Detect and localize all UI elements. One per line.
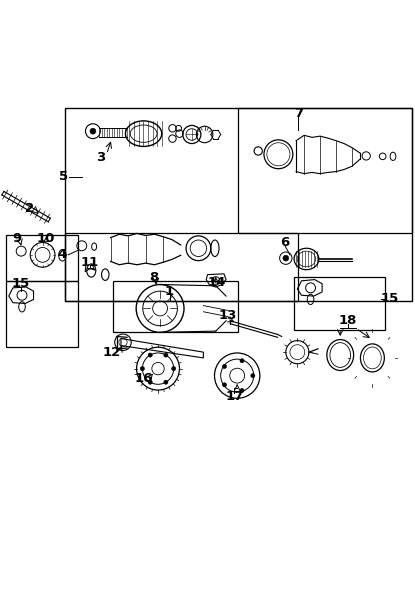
Text: 13: 13: [218, 310, 237, 322]
Text: 2: 2: [25, 202, 34, 215]
Bar: [5, 236, 78, 281]
Bar: [294, 277, 385, 330]
Text: 15: 15: [12, 277, 30, 290]
Text: 9: 9: [12, 232, 22, 245]
Text: 15: 15: [381, 292, 399, 305]
Circle shape: [148, 380, 152, 384]
Text: 18: 18: [339, 314, 357, 327]
Text: 8: 8: [149, 271, 159, 285]
Text: 1: 1: [165, 285, 174, 299]
Circle shape: [164, 353, 168, 357]
Text: 6: 6: [281, 236, 290, 249]
Circle shape: [251, 373, 255, 378]
Circle shape: [172, 367, 176, 371]
Text: 10: 10: [37, 232, 55, 245]
Bar: [113, 281, 238, 333]
Circle shape: [140, 367, 144, 371]
Circle shape: [283, 256, 289, 261]
Circle shape: [148, 353, 152, 357]
Text: 16: 16: [134, 372, 153, 385]
Circle shape: [90, 128, 96, 134]
Text: 5: 5: [59, 170, 68, 183]
Text: 14: 14: [208, 276, 226, 290]
Bar: [5, 281, 78, 347]
Text: 17: 17: [225, 390, 244, 403]
Circle shape: [222, 383, 227, 387]
Text: 7: 7: [294, 107, 303, 120]
Text: 3: 3: [97, 151, 106, 164]
Circle shape: [240, 388, 244, 393]
Circle shape: [164, 380, 168, 384]
Text: 12: 12: [103, 347, 121, 359]
Text: 4: 4: [58, 248, 67, 262]
Circle shape: [222, 364, 227, 368]
Text: 11: 11: [81, 256, 99, 269]
Bar: [238, 107, 412, 234]
Circle shape: [240, 359, 244, 363]
Bar: [65, 107, 412, 302]
Bar: [65, 234, 298, 302]
